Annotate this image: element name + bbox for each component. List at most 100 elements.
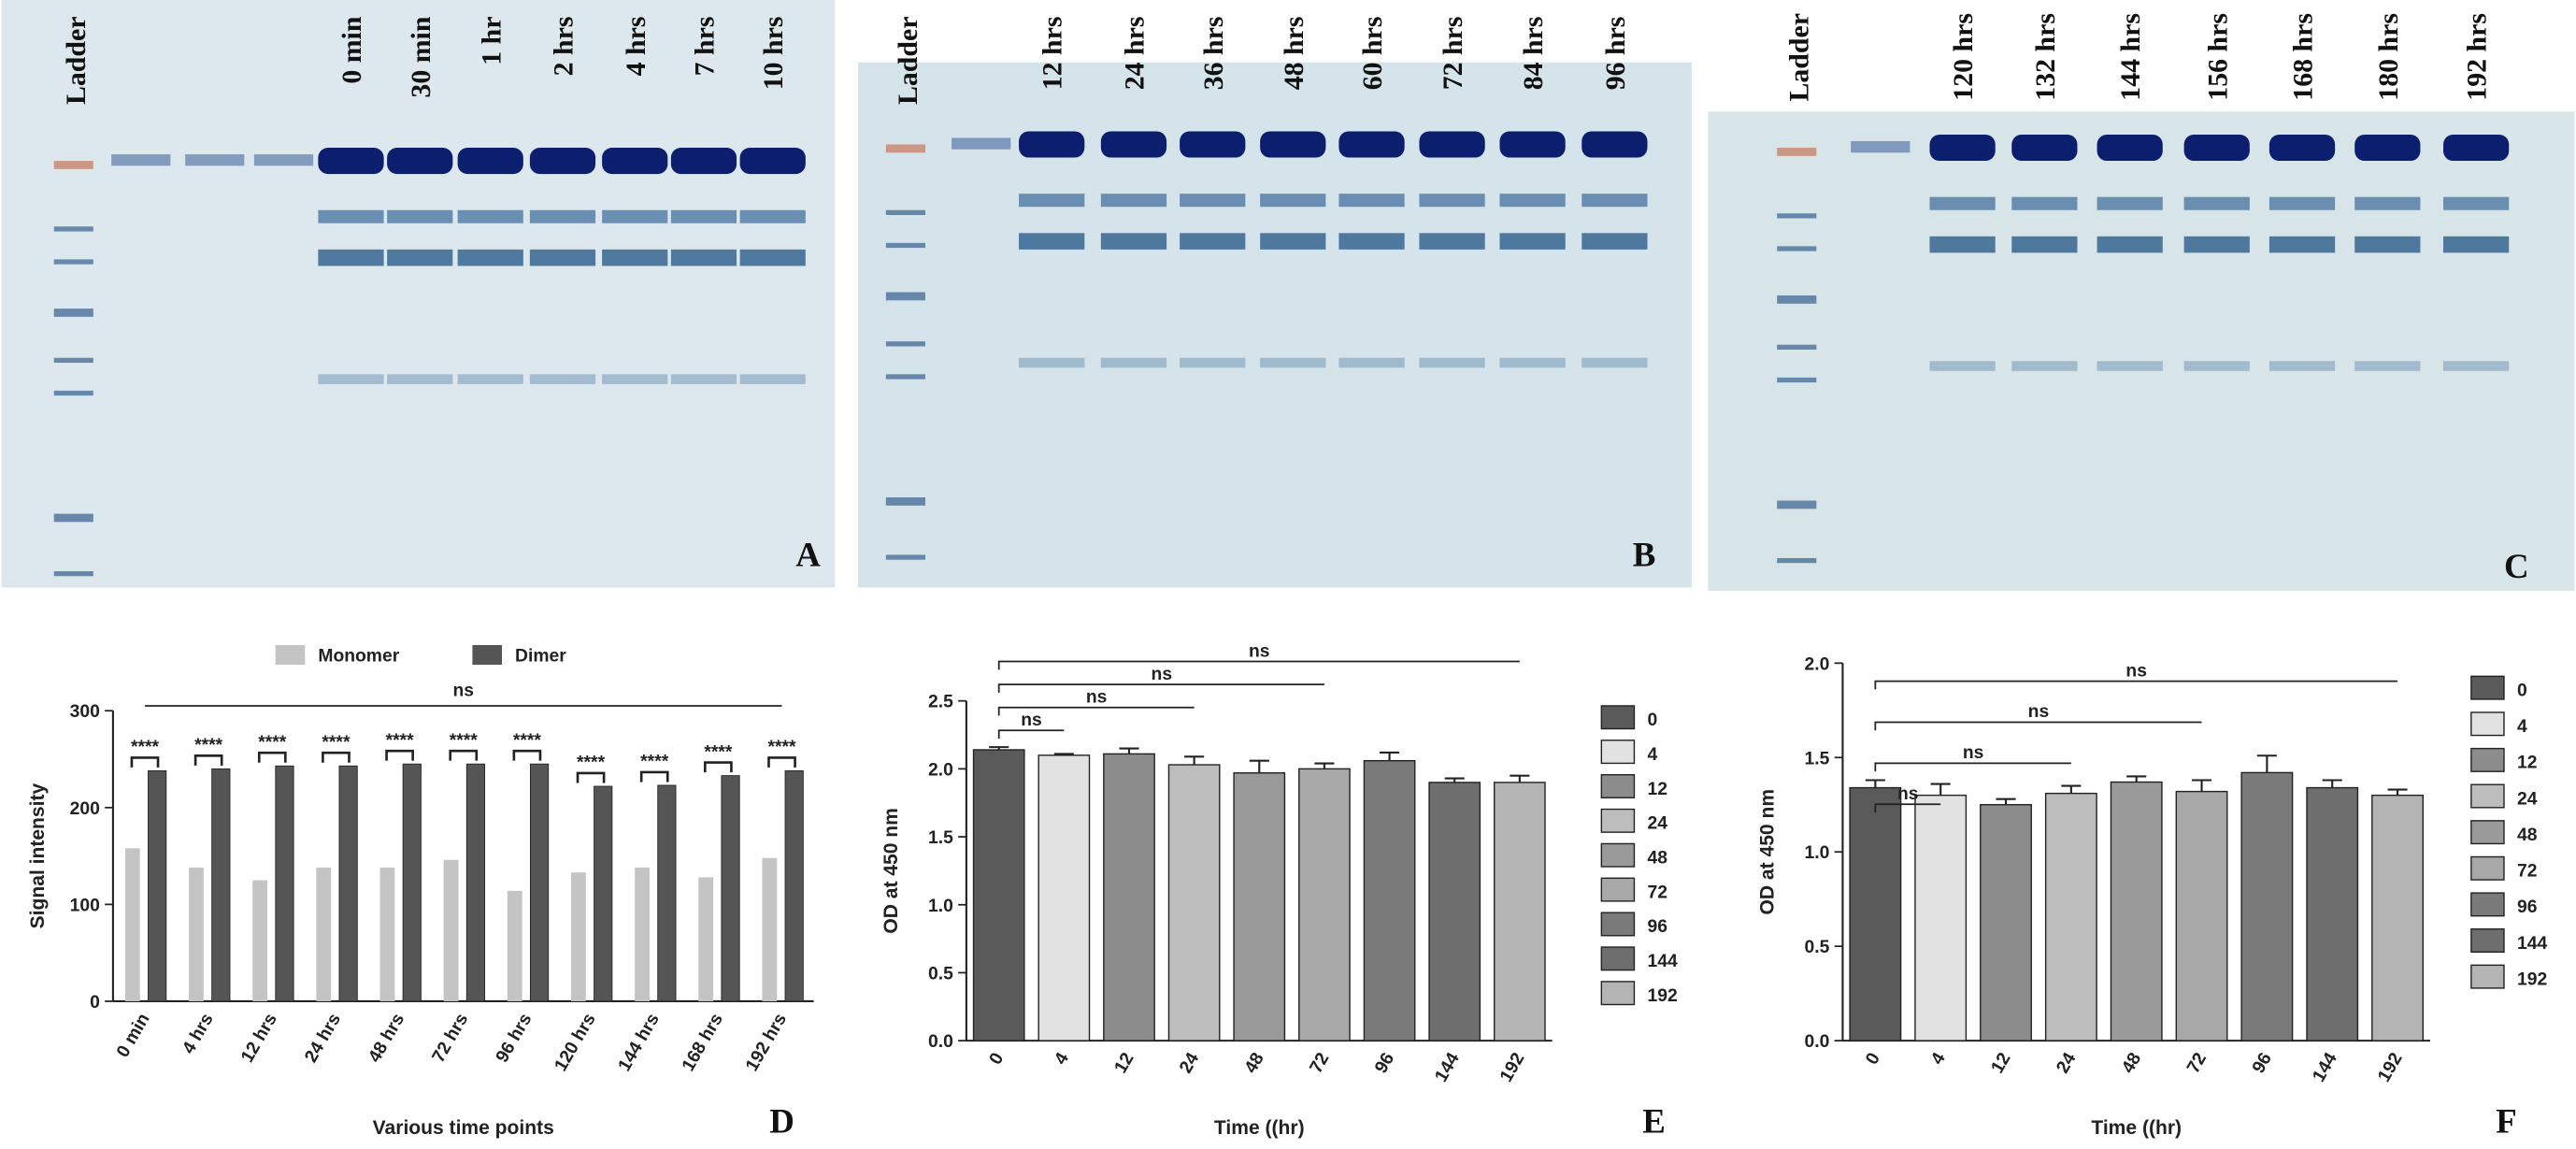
y-tick-label: 0.0	[1805, 1032, 1830, 1052]
y-tick-label: 1.0	[928, 897, 953, 916]
band	[1499, 194, 1566, 208]
legend-label: Monomer	[318, 647, 399, 667]
band	[1581, 131, 1648, 158]
band	[529, 148, 596, 175]
band	[670, 374, 737, 384]
lane-label: 60 hrs	[1357, 17, 1388, 91]
legend-label: 144	[1648, 952, 1678, 971]
legend-label: 12	[2517, 754, 2537, 773]
legend-label: 72	[1648, 883, 1667, 902]
legend-label: 96	[2517, 898, 2538, 917]
band	[1419, 357, 1485, 368]
gel	[1708, 111, 2575, 592]
ladder-band	[1777, 246, 1817, 251]
significance-label: ****	[640, 753, 669, 772]
legend-swatch	[2470, 675, 2505, 700]
bar	[784, 770, 804, 1002]
bar	[762, 857, 778, 1001]
x-axis-label: Various time points	[373, 1117, 554, 1139]
significance-label: ns	[1897, 784, 1919, 804]
error-bar	[1119, 747, 1139, 754]
bar	[379, 868, 395, 1001]
bar	[1233, 772, 1286, 1041]
bar	[721, 775, 740, 1002]
lane-label: 84 hrs	[1518, 17, 1549, 91]
x-axis-label: Time ((hr)	[1214, 1117, 1305, 1139]
panel-label: E	[1642, 1101, 1666, 1140]
band	[2097, 196, 2163, 210]
band	[1499, 131, 1566, 158]
ladder-band	[885, 374, 925, 380]
lane-label: 7 hrs	[690, 17, 721, 77]
error-bar	[2387, 788, 2408, 796]
legend-swatch	[2470, 747, 2505, 772]
band	[2443, 361, 2510, 371]
y-tick-label: 0.5	[928, 964, 953, 984]
band	[1260, 357, 1326, 368]
band	[1338, 233, 1405, 250]
band	[1581, 194, 1648, 208]
significance-label: ns	[2028, 702, 2050, 722]
ladder-band	[885, 496, 925, 506]
band	[1499, 233, 1566, 250]
bar	[594, 785, 613, 1002]
significance-label: ****	[131, 738, 160, 757]
legend-swatch	[275, 644, 306, 666]
error-bar	[1249, 759, 1269, 773]
y-tick-label: 2.0	[928, 760, 953, 780]
legend-label: 192	[2517, 969, 2547, 989]
legend-swatch	[1600, 740, 1636, 765]
band	[387, 209, 453, 223]
faint-band	[111, 154, 171, 166]
legend-swatch	[2470, 711, 2505, 737]
legend-swatch	[1600, 705, 1636, 730]
bar	[148, 770, 167, 1002]
y-tick-label: 2.0	[1805, 654, 1830, 674]
band	[2097, 134, 2163, 162]
error-bar	[2192, 779, 2212, 792]
band	[739, 374, 806, 384]
legend-swatch	[2470, 928, 2505, 954]
y-tick-label: 1.0	[1805, 843, 1830, 863]
ladder-band	[1777, 557, 1817, 564]
error-bar	[1865, 779, 1885, 788]
lane-label: 180 hrs	[2373, 13, 2404, 101]
band	[529, 249, 596, 266]
legend-swatch	[1600, 808, 1636, 833]
bracket	[385, 749, 414, 761]
legend-swatch	[1600, 877, 1636, 902]
y-tick-label: 0.0	[928, 1032, 953, 1052]
lane-label: 72 hrs	[1438, 17, 1468, 91]
y-tick-label: 100	[70, 896, 100, 915]
band	[2354, 134, 2421, 162]
band	[670, 209, 737, 223]
ladder-band	[53, 513, 93, 523]
error-bar	[1996, 797, 2016, 805]
lane-label: Ladder	[893, 17, 923, 105]
band	[2183, 196, 2250, 210]
lane-label: 4 hrs	[621, 17, 651, 77]
legend-swatch	[1600, 946, 1636, 971]
significance-label: ****	[386, 731, 415, 751]
band	[2443, 134, 2510, 162]
band	[1180, 131, 1246, 158]
bar	[2240, 771, 2294, 1041]
bracket	[576, 771, 606, 783]
bar	[698, 877, 714, 1001]
bar	[1849, 786, 1902, 1041]
significance-label: ns	[1152, 665, 1173, 684]
band	[670, 249, 737, 266]
significance-label: ****	[513, 731, 542, 751]
y-axis-label: Signal intensity	[27, 783, 49, 929]
panel-label: B	[1633, 536, 1656, 574]
band	[457, 209, 523, 223]
significance-label: ns	[2125, 661, 2147, 681]
bar	[211, 768, 231, 1002]
lane-label: 96 hrs	[1600, 17, 1631, 91]
band	[1338, 131, 1405, 158]
ladder-band	[53, 570, 93, 577]
lane-label: 12 hrs	[1038, 17, 1068, 91]
lane-label: 120 hrs	[1948, 13, 1979, 101]
band	[1100, 233, 1167, 250]
